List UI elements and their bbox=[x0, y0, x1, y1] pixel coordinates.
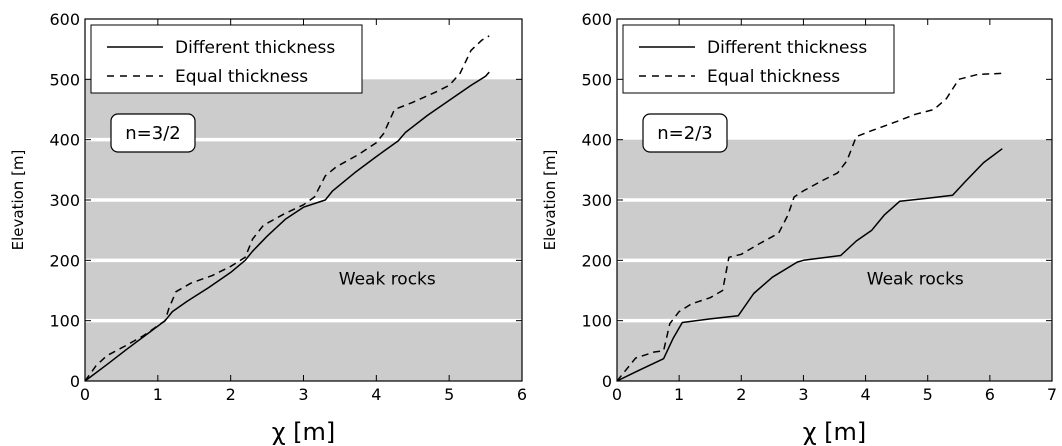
annotation-label: n=3/2 bbox=[125, 123, 180, 144]
x-tick-label: 5 bbox=[923, 385, 933, 404]
annotation-box bbox=[642, 113, 728, 153]
series-different-thickness-line bbox=[616, 148, 1003, 382]
x-tick-label: 4 bbox=[860, 385, 870, 404]
y-tick-label: 0 bbox=[70, 372, 80, 391]
annotation-label: n=2/3 bbox=[657, 123, 712, 144]
y-tick-label: 600 bbox=[49, 10, 80, 29]
y-tick-label: 400 bbox=[581, 131, 612, 150]
series-equal-thickness-line bbox=[616, 72, 1003, 382]
x-tick-label: 3 bbox=[798, 385, 808, 404]
y-tick-label: 500 bbox=[49, 70, 80, 89]
y-tick-label: 200 bbox=[49, 251, 80, 270]
y-tick-label: 100 bbox=[581, 312, 612, 331]
y-tick-label: 300 bbox=[581, 191, 612, 210]
x-tick-label: 3 bbox=[298, 385, 308, 404]
x-axis-label: χ [m] bbox=[272, 418, 336, 446]
x-tick-label: 6 bbox=[985, 385, 995, 404]
weak-rocks-label: Weak rocks bbox=[867, 269, 964, 289]
x-tick-label: 0 bbox=[612, 385, 622, 404]
y-tick-label: 500 bbox=[581, 70, 612, 89]
x-tick-label: 2 bbox=[226, 385, 236, 404]
x-tick-label: 6 bbox=[517, 385, 527, 404]
legend-box bbox=[622, 24, 895, 94]
exponent-annotation: n=2/3 bbox=[642, 113, 728, 153]
chart-panel-1: Weak rocks 0 1 2 3 4 5 6 0 100 200 300 400 500 600 χ [m… bbox=[9, 10, 527, 446]
legend-series-label: Equal thickness bbox=[707, 67, 840, 87]
x-tick-label: 0 bbox=[80, 385, 90, 404]
x-tick-label: 7 bbox=[1047, 385, 1057, 404]
y-axis-label: Elevation [m] bbox=[541, 150, 559, 251]
chart-panel-2: Weak rocks 0 1 2 3 4 5 6 7 0 100 200 300 400 500 600 χ [… bbox=[541, 10, 1057, 446]
legend: Different thickness Equal thickness bbox=[90, 24, 363, 94]
legend: Different thickness Equal thickness bbox=[622, 24, 895, 94]
x-tick-label: 1 bbox=[674, 385, 684, 404]
x-axis-label: χ [m] bbox=[803, 418, 867, 446]
legend-series-label: Different thickness bbox=[707, 38, 867, 58]
y-tick-label: 400 bbox=[49, 131, 80, 150]
legend-series-label: Equal thickness bbox=[175, 67, 308, 87]
y-tick-label: 200 bbox=[581, 251, 612, 270]
x-tick-label: 5 bbox=[444, 385, 454, 404]
series-equal-thickness-line bbox=[84, 35, 490, 382]
y-axis-label: Elevation [m] bbox=[9, 150, 27, 251]
x-tick-label: 2 bbox=[736, 385, 746, 404]
y-tick-label: 0 bbox=[602, 372, 612, 391]
legend-series-label: Different thickness bbox=[175, 38, 335, 58]
y-tick-label: 100 bbox=[49, 312, 80, 331]
y-tick-label: 600 bbox=[581, 10, 612, 29]
weak-rocks-label: Weak rocks bbox=[339, 269, 436, 289]
x-tick-label: 1 bbox=[153, 385, 163, 404]
y-tick-label: 300 bbox=[49, 191, 80, 210]
annotation-box bbox=[110, 113, 196, 153]
legend-box bbox=[90, 24, 363, 94]
exponent-annotation: n=3/2 bbox=[110, 113, 196, 153]
x-tick-label: 4 bbox=[371, 385, 381, 404]
